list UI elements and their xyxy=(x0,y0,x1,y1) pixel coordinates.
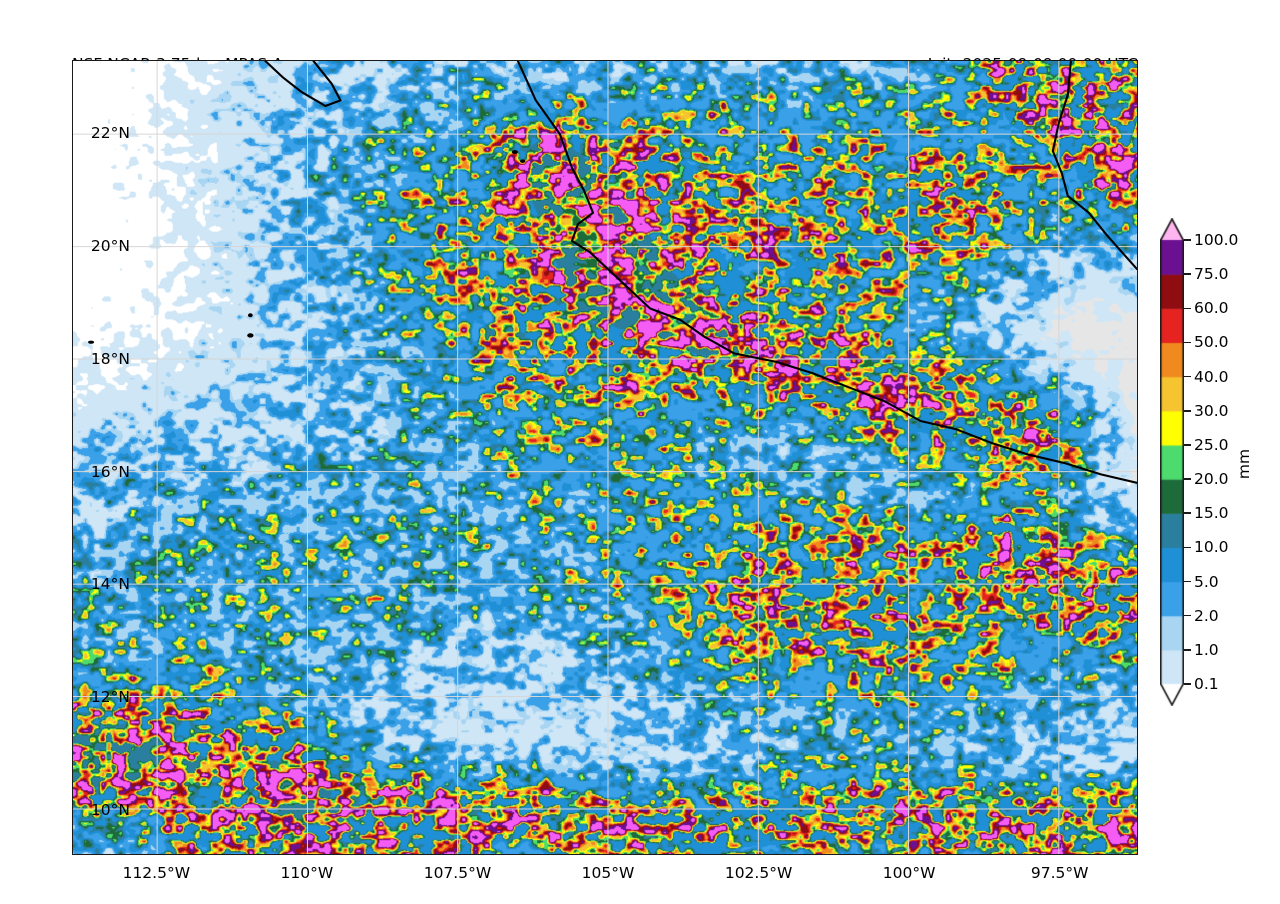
x-tick-label: 110°W xyxy=(280,864,334,882)
y-tick-label: 20°N xyxy=(90,237,130,256)
colorbar-tick-mark xyxy=(1184,341,1191,344)
colorbar-tick-label: 2.0 xyxy=(1194,606,1219,625)
colorbar-tick-label: 25.0 xyxy=(1194,435,1229,454)
colorbar-tick-mark xyxy=(1184,580,1191,583)
y-tick-label: 10°N xyxy=(90,800,130,819)
y-tick-label: 22°N xyxy=(90,124,130,143)
colorbar-tick-mark xyxy=(1184,478,1191,480)
colorbar-tick-mark xyxy=(1184,375,1191,378)
x-tick-mark xyxy=(458,854,460,855)
colorbar-unit-label: mm xyxy=(1235,448,1253,480)
x-tick-mark xyxy=(909,854,911,855)
x-tick-mark xyxy=(608,854,610,855)
colorbar-tick-label: 15.0 xyxy=(1194,504,1229,523)
colorbar-tick-mark xyxy=(1184,409,1191,412)
x-tick-mark xyxy=(307,854,309,855)
colorbar-tick-mark xyxy=(1184,683,1191,685)
colorbar-tick-mark xyxy=(1184,512,1191,515)
colorbar-tick-mark xyxy=(1184,273,1191,275)
x-tick-mark xyxy=(759,854,761,855)
x-tick-label: 102.5°W xyxy=(724,864,793,882)
y-tick-mark xyxy=(72,585,73,587)
colorbar-tick-mark xyxy=(1184,444,1191,446)
colorbar-tick-label: 5.0 xyxy=(1194,572,1219,591)
coastline-overlay xyxy=(88,61,1137,484)
x-tick-label: 112.5°W xyxy=(122,864,191,882)
colorbar-tick-label: 10.0 xyxy=(1194,538,1229,557)
colorbar-tick-label: 50.0 xyxy=(1194,333,1229,352)
x-tick-label: 100°W xyxy=(882,864,936,882)
y-tick-label: 12°N xyxy=(90,688,130,707)
y-tick-mark xyxy=(72,810,73,812)
y-tick-mark xyxy=(72,133,73,135)
y-tick-mark xyxy=(72,359,73,361)
colorbar-tick-label: 20.0 xyxy=(1194,470,1229,489)
y-tick-mark xyxy=(72,472,73,474)
y-tick-label: 16°N xyxy=(90,462,130,481)
colorbar-tick-label: 40.0 xyxy=(1194,367,1229,386)
colorbar-tick-label: 100.0 xyxy=(1194,231,1239,249)
precipitation-map-plot xyxy=(72,60,1138,855)
colorbar-tick-mark xyxy=(1184,239,1191,241)
x-tick-label: 105°W xyxy=(581,864,635,882)
y-tick-mark xyxy=(72,246,73,248)
y-tick-label: 14°N xyxy=(90,575,130,594)
x-tick-label: 97.5°W xyxy=(1030,864,1089,882)
x-tick-label: 107.5°W xyxy=(423,864,492,882)
colorbar-tick-mark xyxy=(1184,649,1191,651)
colorbar-tick-label: 30.0 xyxy=(1194,401,1229,420)
y-tick-mark xyxy=(72,697,73,699)
colorbar-tick-label: 1.0 xyxy=(1194,640,1219,659)
colorbar-tick-label: 60.0 xyxy=(1194,299,1229,318)
x-tick-mark xyxy=(157,854,159,855)
colorbar-tick-label: 0.1 xyxy=(1194,675,1219,693)
colorbar-tick-mark xyxy=(1184,546,1191,549)
y-tick-label: 18°N xyxy=(90,349,130,368)
precipitation-colorbar: 0.1 1.0 2.0 5.0 10.0 15.0 20.0 25.0 30.0 40.0 50.0… xyxy=(1160,218,1238,706)
colorbar-tick-mark xyxy=(1184,614,1191,617)
precipitation-field xyxy=(73,61,1137,854)
colorbar-gradient xyxy=(1160,218,1184,706)
map-gridlines xyxy=(73,61,1137,854)
colorbar-tick-label: 75.0 xyxy=(1194,265,1229,284)
x-tick-mark xyxy=(1060,854,1062,855)
colorbar-tick-mark xyxy=(1184,307,1191,310)
